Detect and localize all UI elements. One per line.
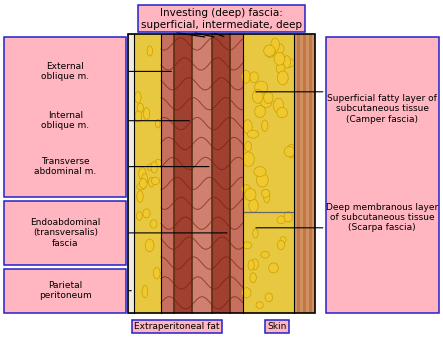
Ellipse shape: [264, 92, 273, 104]
Text: Internal
oblique m.: Internal oblique m.: [41, 111, 89, 131]
Bar: [294, 34, 297, 313]
Ellipse shape: [276, 64, 285, 73]
Ellipse shape: [268, 263, 278, 273]
Ellipse shape: [155, 159, 162, 167]
Bar: [128, 34, 134, 313]
Bar: [230, 34, 243, 313]
Bar: [243, 34, 294, 313]
Bar: [311, 34, 315, 313]
Ellipse shape: [152, 177, 159, 185]
Bar: [4, 201, 126, 265]
Ellipse shape: [255, 105, 265, 118]
Bar: [326, 37, 439, 313]
Ellipse shape: [262, 120, 268, 131]
Bar: [309, 34, 311, 313]
Ellipse shape: [264, 45, 275, 56]
Bar: [306, 34, 309, 313]
Ellipse shape: [155, 119, 160, 128]
Ellipse shape: [243, 120, 252, 134]
Ellipse shape: [136, 211, 142, 220]
Ellipse shape: [261, 251, 269, 258]
Ellipse shape: [253, 89, 263, 103]
Text: Superficial fatty layer of
subcutaneous tissue
(Camper fascia): Superficial fatty layer of subcutaneous …: [327, 94, 437, 124]
Ellipse shape: [142, 174, 148, 186]
Ellipse shape: [284, 59, 295, 67]
Ellipse shape: [277, 216, 285, 224]
Ellipse shape: [254, 167, 266, 176]
Ellipse shape: [271, 38, 280, 51]
Ellipse shape: [260, 97, 272, 107]
Text: Skin: Skin: [267, 322, 287, 331]
Ellipse shape: [284, 147, 295, 157]
Ellipse shape: [248, 260, 254, 270]
Ellipse shape: [151, 162, 157, 173]
Bar: [192, 34, 212, 313]
Ellipse shape: [274, 98, 284, 113]
Ellipse shape: [287, 144, 295, 158]
Ellipse shape: [137, 191, 143, 202]
Ellipse shape: [247, 130, 259, 138]
Bar: [297, 34, 300, 313]
Bar: [4, 269, 126, 313]
Bar: [134, 34, 161, 313]
Ellipse shape: [135, 111, 142, 122]
Ellipse shape: [251, 259, 258, 270]
Bar: [161, 34, 243, 313]
Ellipse shape: [150, 220, 157, 228]
Ellipse shape: [275, 44, 284, 54]
Ellipse shape: [284, 211, 292, 222]
Bar: [174, 34, 192, 313]
Text: Investing (deep) fascia:
superficial, intermediate, deep: Investing (deep) fascia: superficial, in…: [141, 8, 302, 30]
Ellipse shape: [277, 240, 284, 250]
Ellipse shape: [242, 152, 254, 167]
Ellipse shape: [135, 92, 141, 103]
Text: Deep membranous layer
of subcutaneous tissue
(Scarpa fascia): Deep membranous layer of subcutaneous ti…: [326, 203, 438, 233]
Bar: [212, 34, 230, 313]
Ellipse shape: [283, 56, 291, 68]
Ellipse shape: [256, 302, 263, 308]
Ellipse shape: [253, 229, 258, 238]
Ellipse shape: [137, 183, 145, 190]
Ellipse shape: [142, 285, 148, 298]
Ellipse shape: [274, 52, 285, 65]
Ellipse shape: [145, 239, 154, 252]
Ellipse shape: [143, 209, 150, 218]
Ellipse shape: [149, 177, 154, 187]
Ellipse shape: [265, 293, 272, 302]
Ellipse shape: [243, 242, 252, 249]
Ellipse shape: [250, 273, 256, 283]
Bar: [128, 34, 315, 313]
Bar: [300, 34, 303, 313]
Text: Parietal
peritoneum: Parietal peritoneum: [39, 281, 92, 301]
Ellipse shape: [153, 268, 160, 279]
Ellipse shape: [242, 70, 250, 83]
Text: Extraperitoneal fat: Extraperitoneal fat: [134, 322, 220, 331]
Ellipse shape: [261, 189, 270, 198]
Text: Endoabdominal
(transversalis)
fascia: Endoabdominal (transversalis) fascia: [30, 218, 101, 248]
Ellipse shape: [147, 46, 152, 56]
Ellipse shape: [245, 141, 252, 151]
Ellipse shape: [277, 71, 288, 85]
Text: External
oblique m.: External oblique m.: [41, 62, 89, 81]
Ellipse shape: [242, 288, 251, 298]
Bar: [161, 34, 174, 313]
Ellipse shape: [140, 178, 147, 188]
Ellipse shape: [255, 81, 268, 94]
Ellipse shape: [277, 107, 288, 118]
Ellipse shape: [250, 72, 258, 83]
Bar: [303, 34, 306, 313]
Ellipse shape: [256, 173, 268, 187]
Ellipse shape: [280, 237, 286, 243]
Ellipse shape: [265, 48, 275, 57]
Bar: [4, 37, 126, 197]
Text: Transverse
abdominal m.: Transverse abdominal m.: [34, 157, 97, 176]
Ellipse shape: [249, 199, 258, 212]
Ellipse shape: [137, 103, 144, 113]
Ellipse shape: [245, 189, 256, 201]
Ellipse shape: [139, 168, 146, 179]
Ellipse shape: [264, 189, 270, 203]
Ellipse shape: [242, 185, 250, 193]
Ellipse shape: [144, 107, 150, 120]
Ellipse shape: [148, 164, 154, 171]
